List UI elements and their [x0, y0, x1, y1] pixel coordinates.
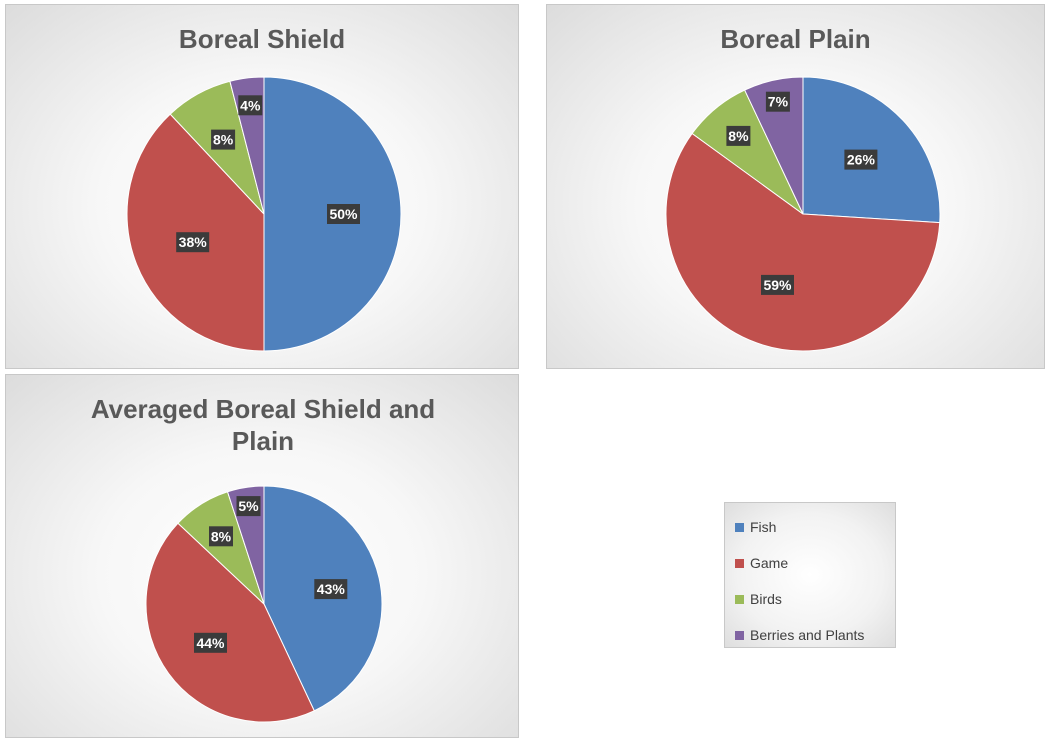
data-label-text: 59%: [763, 277, 792, 293]
data-label-box: [844, 149, 878, 170]
data-label-text: 44%: [196, 635, 225, 651]
data-label: 7%: [765, 91, 790, 112]
data-label-text: 38%: [179, 234, 208, 250]
data-label: 59%: [761, 274, 794, 295]
legend-swatch: [735, 594, 744, 604]
legend-item-fish: Fish: [735, 509, 895, 545]
data-label-text: 43%: [317, 581, 346, 597]
data-label-box: [761, 274, 794, 295]
data-label: 43%: [314, 579, 348, 600]
legend-label: Birds: [750, 591, 782, 607]
data-label-box: [327, 204, 360, 224]
data-label-box: [176, 232, 210, 253]
legend-label: Berries and Plants: [750, 627, 865, 643]
pie-chart: 50% 38% 8% 4%: [126, 76, 402, 352]
legend-swatch: [735, 630, 744, 640]
data-label: 8%: [726, 125, 751, 146]
data-label-text: 26%: [847, 152, 876, 168]
data-label-text: 8%: [728, 128, 749, 144]
chart-title: Averaged Boreal Shield and Plain: [90, 394, 436, 456]
data-label-box: [314, 579, 348, 600]
legend-item-birds: Birds: [735, 581, 895, 617]
legend-item-berries-and-plants: Berries and Plants: [735, 617, 895, 653]
pie-chart: 26% 59% 8% 7%: [665, 76, 941, 352]
chart-title: Boreal Plain: [720, 24, 871, 54]
pie-slice-game: [665, 132, 941, 352]
legend-label: Game: [750, 555, 789, 571]
legend-label: Fish: [750, 519, 777, 535]
data-label-box: [726, 125, 751, 146]
data-label: 50%: [327, 204, 360, 224]
data-label-box: [194, 632, 227, 653]
data-label-text: 4%: [240, 97, 261, 113]
pie-slice-game: [145, 522, 315, 723]
data-label: 38%: [176, 232, 210, 253]
data-label: 5%: [236, 496, 261, 517]
chart-boreal-shield: Boreal Shield 50% 38% 8% 4%: [5, 4, 519, 369]
data-label: 8%: [209, 526, 233, 547]
data-label-text: 8%: [213, 132, 234, 148]
chart-title: Boreal Shield: [178, 24, 346, 54]
chart-averaged: Averaged Boreal Shield and Plain 43% 44% 8…: [5, 374, 519, 738]
data-label-text: 8%: [211, 528, 232, 544]
data-label-box: [209, 526, 233, 547]
data-label: 4%: [238, 95, 263, 116]
legend: Fish Game Birds Berries and Plants: [724, 502, 896, 648]
data-label-box: [211, 129, 236, 150]
data-label-text: 5%: [238, 498, 259, 514]
data-label: 44%: [194, 632, 227, 653]
chart-boreal-plain: Boreal Plain 26% 59% 8% 7%: [546, 4, 1045, 369]
data-label-box: [238, 95, 263, 116]
legend-swatch: [735, 558, 744, 568]
data-label-text: 50%: [329, 206, 358, 222]
legend-swatch: [735, 522, 744, 532]
pie-chart: 43% 44% 8% 5%: [145, 485, 383, 723]
data-label-box: [765, 91, 790, 112]
data-label-box: [236, 496, 261, 517]
data-label-text: 7%: [768, 94, 789, 110]
legend-item-game: Game: [735, 545, 895, 581]
data-label: 26%: [844, 149, 878, 170]
data-label: 8%: [211, 129, 236, 150]
